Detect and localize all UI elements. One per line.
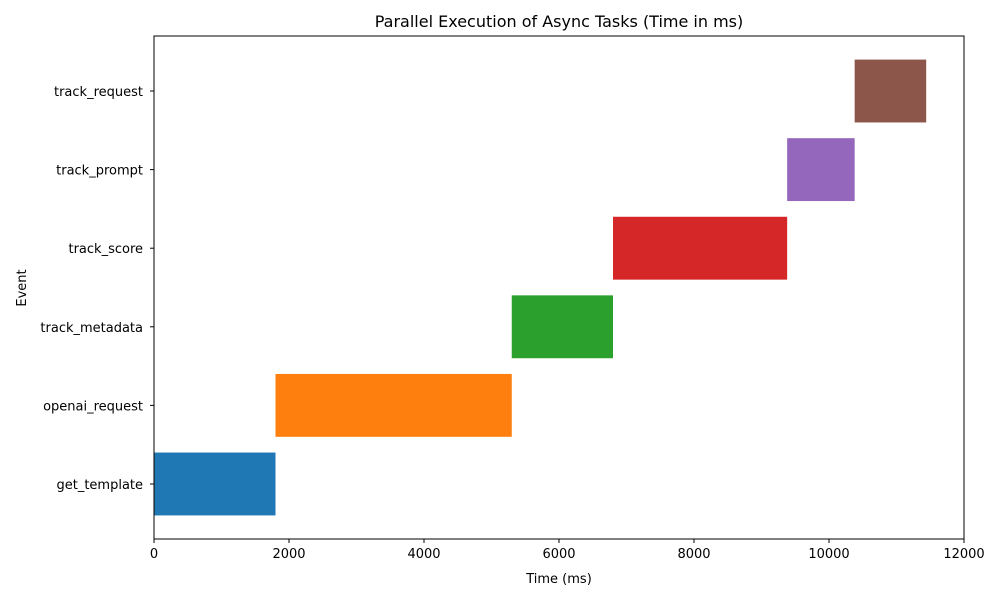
y-tick-label: track_metadata (40, 321, 143, 336)
y-tick-label: track_request (54, 85, 143, 100)
y-tick-label: get_template (56, 478, 143, 493)
x-tick-label: 10000 (808, 547, 849, 562)
y-tick-label: track_prompt (56, 164, 143, 179)
x-tick-label: 4000 (407, 547, 440, 562)
bars-layer (154, 59, 927, 516)
y-axis-label: Event (15, 269, 30, 306)
bar-track-metadata (511, 295, 613, 359)
x-tick-label: 0 (150, 547, 158, 562)
chart-title: Parallel Execution of Async Tasks (Time … (375, 12, 744, 31)
bar-track-prompt (787, 138, 855, 202)
x-axis: 0 2000 4000 6000 8000 10000 12000 (150, 539, 985, 562)
x-tick-label: 12000 (943, 547, 984, 562)
x-tick-label: 8000 (677, 547, 710, 562)
bar-get-template (154, 452, 276, 516)
x-tick-label: 2000 (272, 547, 305, 562)
bar-openai-request (275, 373, 512, 437)
y-axis: get_template openai_request track_metadata… (40, 85, 154, 493)
x-axis-label: Time (ms) (525, 572, 592, 587)
x-tick-label: 6000 (542, 547, 575, 562)
y-tick-label: track_score (68, 242, 143, 257)
y-tick-label: openai_request (43, 399, 143, 414)
bar-track-score (613, 216, 788, 280)
bar-track-request (854, 59, 927, 123)
